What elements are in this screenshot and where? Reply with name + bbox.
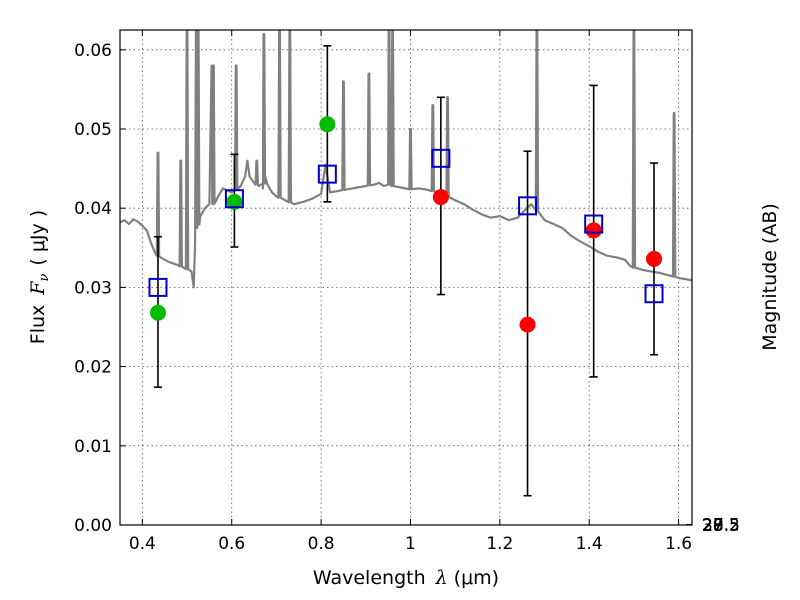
model-squares-point [317, 164, 337, 184]
y-axis-symbol: F [27, 281, 49, 296]
y-tick-label: 0.04 [74, 199, 112, 219]
observed-green-point [149, 304, 166, 321]
spectrum-layer [120, 30, 692, 289]
y-tick-label: 0.05 [74, 120, 112, 140]
x-tick-label: 0.6 [218, 534, 245, 554]
observed-red-point [432, 189, 449, 206]
y-tick-label: 0.06 [74, 41, 112, 61]
y-tick-label: 0.00 [74, 516, 112, 536]
x-tick-label: 1.2 [486, 534, 513, 554]
y-tick-label: 0.03 [74, 278, 112, 298]
y-axis-unit: ( μJy ) [27, 210, 49, 266]
x-axis-title: Wavelength λ (μm) [313, 567, 499, 589]
observed-green-point [226, 193, 243, 210]
y2-tick-label: 29 [702, 516, 724, 536]
x-tick-label: 1.4 [576, 534, 603, 554]
observed-green-point [319, 116, 336, 133]
observed-red-point [519, 316, 536, 333]
y-axis-title: Flux Fν ( μJy ) [27, 210, 52, 344]
y-axis-subscript: ν [37, 274, 52, 282]
x-axis-title-text: Wavelength [313, 567, 426, 589]
x-tick-label: 1.6 [665, 534, 692, 554]
x-tick-label: 0.4 [129, 534, 156, 554]
x-tick-label: 1 [405, 534, 416, 554]
x-tick-label: 0.8 [308, 534, 335, 554]
y2-axis-title: Magnitude (AB) [759, 203, 781, 351]
y2-tick-label: 27.5 [702, 516, 740, 536]
y2-tick-label: 27.2 [702, 516, 740, 536]
model-squares-point [584, 214, 604, 234]
y-tick-label: 0.01 [74, 437, 112, 457]
x-axis-unit: (μm) [454, 567, 499, 589]
model-squares-point [224, 189, 244, 209]
y-tick-label: 0.02 [74, 358, 112, 378]
y2-tick-label: 28 [702, 516, 724, 536]
model-squares-point [518, 196, 538, 216]
model-squares-point [644, 284, 664, 304]
y-axis-title-text: Flux [27, 305, 49, 345]
y2-tick-label: 28.5 [702, 516, 740, 536]
y2-tick-label: 30 [702, 516, 724, 536]
marker-layer [148, 116, 664, 333]
axis-ticks: 0.4 0.6 0.8 1 1.2 1.4 1.6 0.00 0.01 0.02 0.03 0.04 0… [74, 30, 740, 554]
observed-red-point [646, 250, 663, 267]
plot-background [120, 30, 692, 525]
x-axis-symbol: λ [435, 567, 448, 589]
observed-red-point [585, 222, 602, 239]
model-squares-point [148, 277, 168, 297]
plot-frame [119, 29, 693, 526]
y2-tick-label: 27 [702, 516, 724, 536]
model-squares-point [431, 148, 451, 168]
spectrum-line [120, 30, 692, 289]
